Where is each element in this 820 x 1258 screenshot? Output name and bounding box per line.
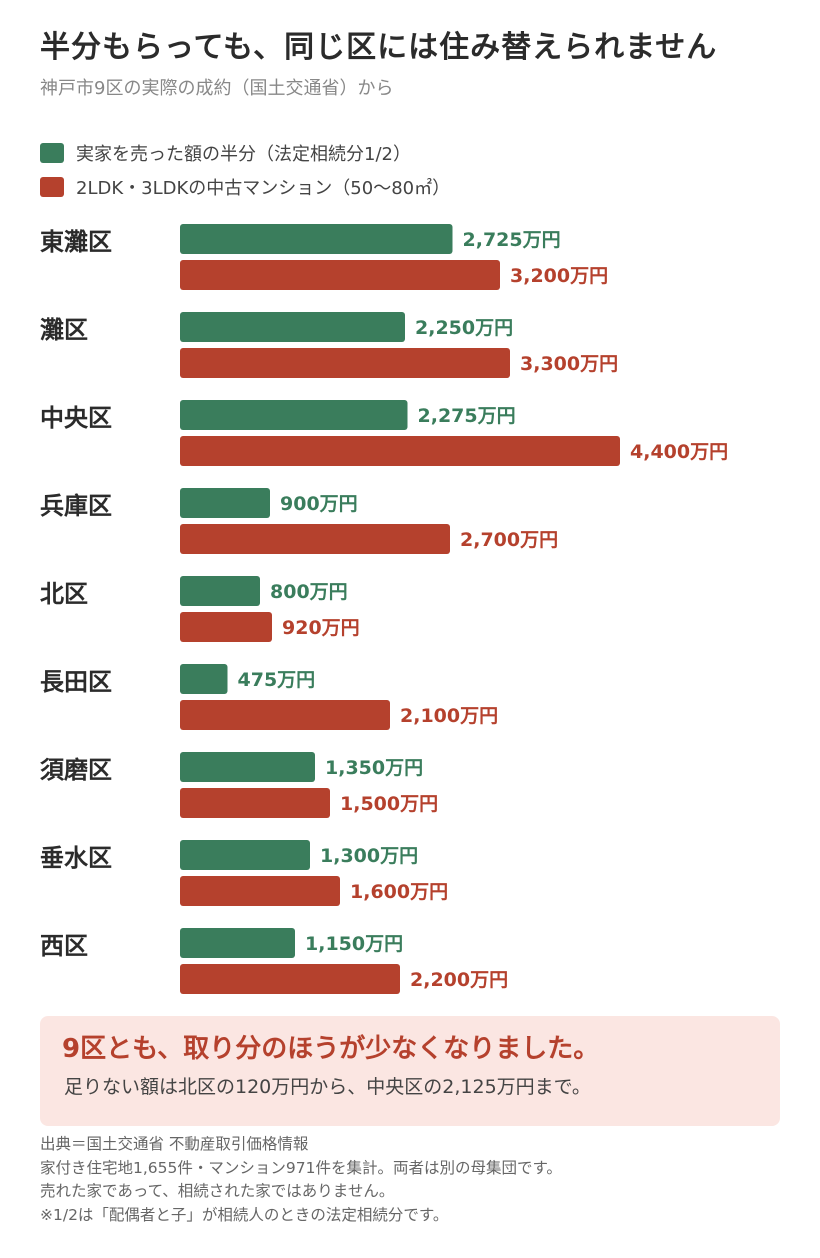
footnote-share: ※1/2は「配偶者と子」が相続人のときの法定相続分です。	[40, 1205, 449, 1224]
data-label: 3,300万円	[520, 353, 618, 375]
data-label: 2,700万円	[460, 529, 558, 551]
footnote-method: 家付き住宅地1,655件・マンション971件を集計。両者は別の母集団です。	[40, 1158, 562, 1177]
data-label: 4,400万円	[630, 441, 728, 463]
category-label: 須磨区	[40, 756, 112, 784]
bar-condo	[180, 348, 510, 378]
data-label: 2,200万円	[410, 969, 508, 991]
legend-swatch-inheritance	[40, 143, 64, 163]
bar-condo	[180, 788, 330, 818]
data-label: 2,250万円	[415, 317, 513, 339]
category-label: 長田区	[40, 668, 112, 696]
legend-label-condo: 2LDK・3LDKの中古マンション（50〜80㎡）	[76, 178, 451, 199]
bar-inheritance	[180, 928, 295, 958]
data-label: 1,150万円	[305, 933, 403, 955]
chart-subtitle: 神戸市9区の実際の成約（国土交通省）から	[40, 78, 394, 99]
category-label: 北区	[40, 580, 88, 608]
footnote-caveat: 売れた家であって、相続された家ではありません。	[40, 1182, 395, 1200]
footnote-source: 出典＝国土交通省 不動産取引価格情報	[40, 1135, 309, 1153]
bar-inheritance	[180, 664, 228, 694]
category-label: 灘区	[40, 316, 88, 344]
data-label: 2,725万円	[463, 229, 561, 251]
legend-item-inheritance: 実家を売った額の半分（法定相続分1/2）	[40, 138, 450, 168]
data-label: 2,275万円	[418, 405, 516, 427]
bar-condo	[180, 524, 450, 554]
bar-condo	[180, 612, 272, 642]
category-label: 兵庫区	[40, 492, 112, 520]
data-label: 3,200万円	[510, 265, 608, 287]
data-label: 475万円	[238, 669, 316, 691]
legend-label-inheritance: 実家を売った額の半分（法定相続分1/2）	[76, 144, 411, 165]
bar-condo	[180, 436, 620, 466]
data-label: 1,600万円	[350, 881, 448, 903]
bar-inheritance	[180, 840, 310, 870]
data-label: 1,500万円	[340, 793, 438, 815]
bar-condo	[180, 964, 400, 994]
bar-condo	[180, 260, 500, 290]
category-label: 東灘区	[40, 228, 112, 256]
footnotes: 出典＝国土交通省 不動産取引価格情報 家付き住宅地1,655件・マンション971…	[40, 1133, 562, 1227]
data-label: 2,100万円	[400, 705, 498, 727]
category-label: 西区	[40, 932, 88, 960]
legend-swatch-condo	[40, 177, 64, 197]
bar-inheritance	[180, 576, 260, 606]
bar-inheritance	[180, 752, 315, 782]
legend-item-condo: 2LDK・3LDKの中古マンション（50〜80㎡）	[40, 172, 450, 202]
callout-box: 9区とも、取り分のほうが少なくなりました。 足りない額は北区の120万円から、中…	[40, 1016, 780, 1126]
data-label: 920万円	[282, 617, 360, 639]
data-label: 1,350万円	[325, 757, 423, 779]
bar-inheritance	[180, 488, 270, 518]
category-label: 垂水区	[40, 844, 112, 872]
data-label: 1,300万円	[320, 845, 418, 867]
callout-body: 足りない額は北区の120万円から、中央区の2,125万円まで。	[64, 1076, 591, 1098]
bar-condo	[180, 876, 340, 906]
bar-inheritance	[180, 312, 405, 342]
bar-inheritance	[180, 400, 408, 430]
bar-inheritance	[180, 224, 453, 254]
category-label: 中央区	[40, 404, 112, 432]
data-label: 900万円	[280, 493, 358, 515]
bar-condo	[180, 700, 390, 730]
legend: 実家を売った額の半分（法定相続分1/2） 2LDK・3LDKの中古マンション（5…	[40, 138, 450, 206]
data-label: 800万円	[270, 581, 348, 603]
callout-headline: 9区とも、取り分のほうが少なくなりました。	[62, 1034, 600, 1064]
chart-title: 半分もらっても、同じ区には住み替えられません	[40, 30, 718, 65]
